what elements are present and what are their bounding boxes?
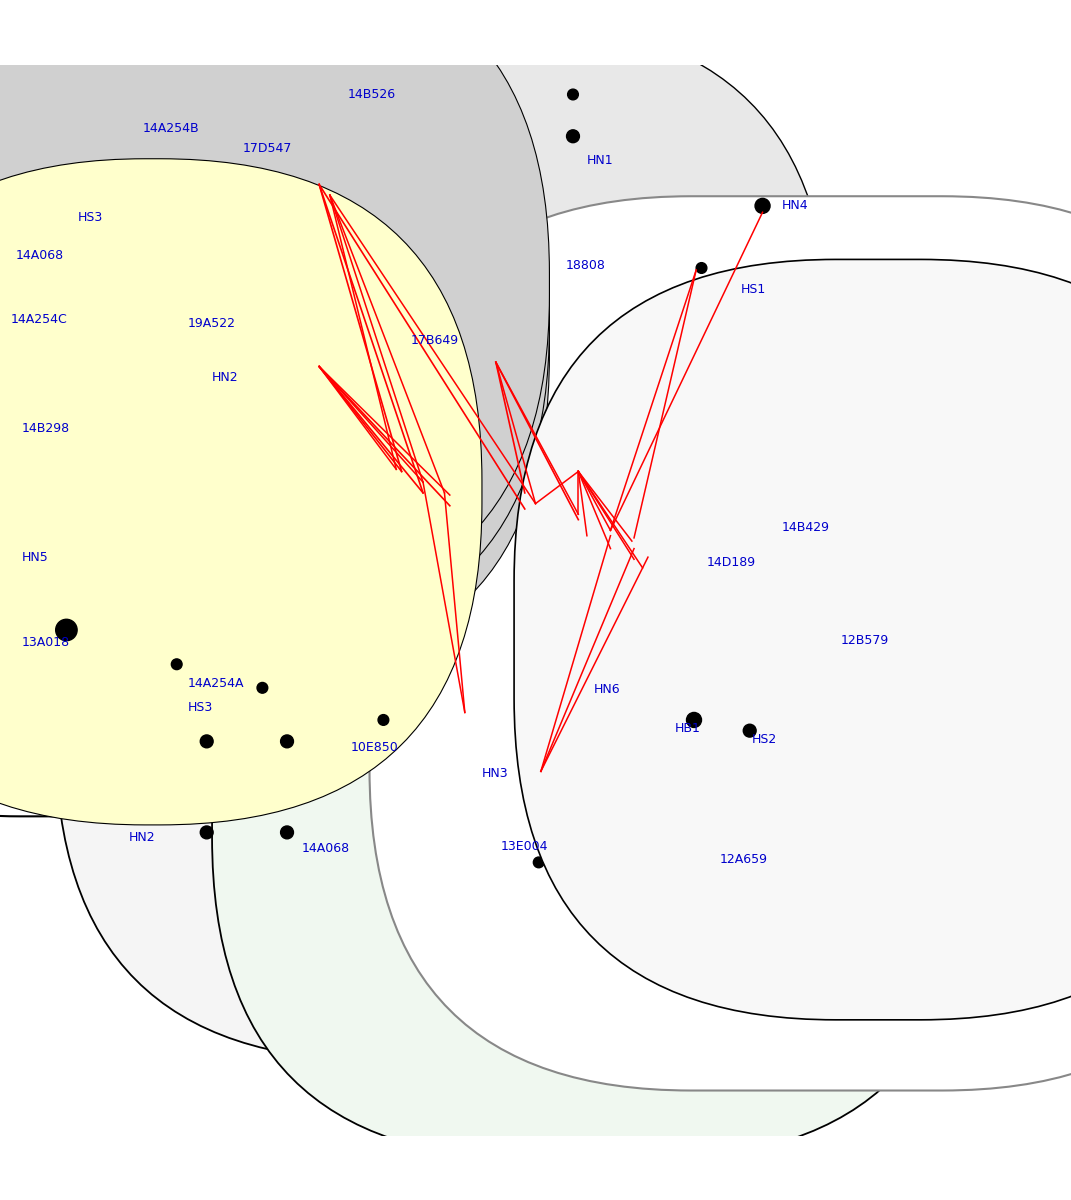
FancyBboxPatch shape bbox=[0, 0, 568, 685]
Text: 14D189: 14D189 bbox=[707, 556, 756, 569]
Circle shape bbox=[63, 122, 76, 136]
FancyBboxPatch shape bbox=[56, 366, 786, 1061]
Text: a: a bbox=[441, 584, 458, 616]
Text: HS1: HS1 bbox=[741, 283, 767, 296]
FancyBboxPatch shape bbox=[0, 0, 662, 505]
Text: 17B649: 17B649 bbox=[410, 335, 458, 347]
Text: 14B429: 14B429 bbox=[782, 521, 830, 534]
FancyBboxPatch shape bbox=[0, 158, 482, 824]
FancyBboxPatch shape bbox=[369, 197, 1071, 1091]
Text: 10E850: 10E850 bbox=[351, 742, 398, 755]
Circle shape bbox=[702, 854, 712, 864]
Circle shape bbox=[281, 826, 293, 839]
Text: HS3: HS3 bbox=[187, 701, 213, 714]
FancyBboxPatch shape bbox=[212, 452, 972, 1159]
Circle shape bbox=[271, 550, 325, 604]
FancyBboxPatch shape bbox=[485, 73, 580, 142]
Circle shape bbox=[589, 550, 643, 604]
Text: HN5: HN5 bbox=[21, 551, 48, 564]
Circle shape bbox=[55, 210, 70, 226]
Circle shape bbox=[187, 356, 202, 371]
Circle shape bbox=[696, 263, 707, 274]
Text: HN2: HN2 bbox=[129, 832, 155, 845]
Circle shape bbox=[257, 683, 268, 694]
Circle shape bbox=[653, 857, 664, 868]
Circle shape bbox=[568, 89, 578, 100]
Circle shape bbox=[19, 486, 28, 496]
FancyBboxPatch shape bbox=[0, 0, 549, 617]
Circle shape bbox=[533, 857, 544, 868]
Circle shape bbox=[534, 764, 547, 778]
FancyBboxPatch shape bbox=[0, 11, 549, 677]
Circle shape bbox=[154, 251, 163, 259]
Circle shape bbox=[298, 176, 306, 185]
Circle shape bbox=[573, 534, 659, 619]
Text: HS3: HS3 bbox=[78, 211, 104, 224]
Text: 12B579: 12B579 bbox=[841, 634, 889, 647]
Circle shape bbox=[743, 725, 756, 737]
Text: 17D547: 17D547 bbox=[243, 142, 292, 155]
Text: 14B526: 14B526 bbox=[348, 88, 396, 101]
Circle shape bbox=[572, 679, 585, 692]
Text: 13A018: 13A018 bbox=[21, 636, 70, 649]
Text: HN2: HN2 bbox=[212, 371, 239, 384]
Text: 18808: 18808 bbox=[565, 259, 605, 272]
Text: HN4: HN4 bbox=[782, 199, 809, 212]
Bar bbox=[389, 707, 453, 720]
Text: 14A068: 14A068 bbox=[16, 248, 64, 262]
FancyBboxPatch shape bbox=[0, 115, 413, 816]
Circle shape bbox=[39, 155, 47, 163]
FancyBboxPatch shape bbox=[0, 0, 509, 617]
Circle shape bbox=[200, 826, 213, 839]
Text: 14B298: 14B298 bbox=[21, 422, 70, 436]
Circle shape bbox=[171, 659, 182, 670]
Text: 14A068: 14A068 bbox=[302, 842, 350, 854]
Text: 14A254C: 14A254C bbox=[11, 313, 67, 326]
Text: HN1: HN1 bbox=[587, 155, 614, 167]
Circle shape bbox=[716, 281, 729, 294]
FancyBboxPatch shape bbox=[0, 11, 509, 677]
FancyBboxPatch shape bbox=[0, 0, 675, 688]
Text: scuderia: scuderia bbox=[243, 494, 657, 577]
FancyBboxPatch shape bbox=[0, 0, 549, 647]
Text: HN3: HN3 bbox=[482, 767, 509, 780]
Text: HN6: HN6 bbox=[593, 684, 620, 696]
Polygon shape bbox=[220, 388, 332, 434]
Text: 14A254A: 14A254A bbox=[187, 677, 244, 690]
FancyBboxPatch shape bbox=[161, 22, 830, 684]
Bar bbox=[501, 89, 527, 104]
Text: 14A254B: 14A254B bbox=[142, 122, 199, 136]
FancyBboxPatch shape bbox=[0, 0, 509, 647]
Circle shape bbox=[16, 532, 31, 546]
Circle shape bbox=[567, 130, 579, 143]
Circle shape bbox=[255, 534, 341, 619]
Text: 19A522: 19A522 bbox=[187, 317, 236, 330]
Text: HB1: HB1 bbox=[675, 722, 700, 736]
Text: 12A659: 12A659 bbox=[720, 853, 768, 865]
Polygon shape bbox=[155, 370, 760, 581]
Circle shape bbox=[200, 734, 213, 748]
Text: HS2: HS2 bbox=[752, 733, 778, 745]
Bar bbox=[195, 732, 297, 844]
Text: 13E004: 13E004 bbox=[501, 840, 548, 853]
Polygon shape bbox=[653, 391, 728, 428]
Circle shape bbox=[489, 102, 500, 113]
FancyBboxPatch shape bbox=[514, 259, 1071, 1020]
Circle shape bbox=[755, 198, 770, 214]
Bar bbox=[536, 107, 557, 119]
Circle shape bbox=[378, 714, 389, 725]
Circle shape bbox=[285, 330, 293, 338]
Circle shape bbox=[56, 619, 77, 641]
Circle shape bbox=[281, 734, 293, 748]
Circle shape bbox=[687, 713, 702, 727]
